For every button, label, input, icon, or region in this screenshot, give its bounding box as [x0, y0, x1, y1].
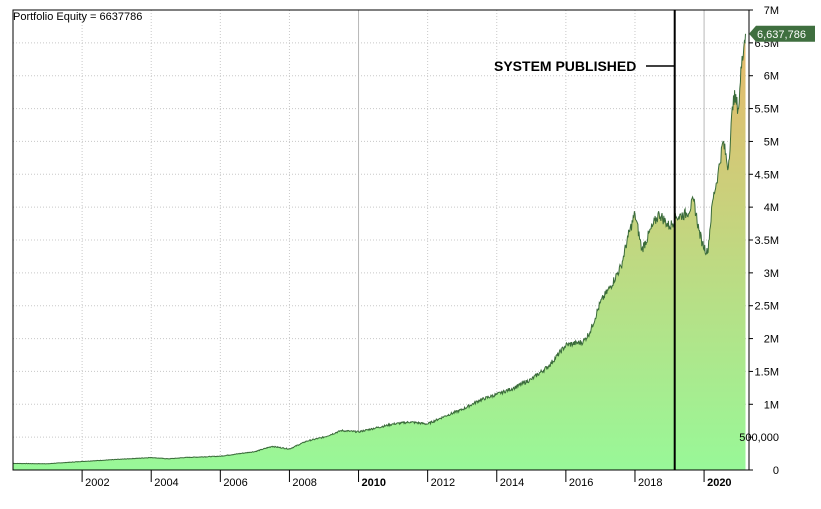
y-tick-label: 5M	[764, 136, 779, 148]
y-tick-label: 4.5M	[755, 169, 779, 181]
y-tick-label: 1M	[764, 399, 779, 411]
y-tick-label: 5.5M	[755, 104, 779, 116]
x-tick-label: 2012	[431, 477, 455, 489]
x-tick-label: 2014	[500, 477, 524, 489]
x-tick-label: 2008	[292, 477, 316, 489]
y-axis: 0 500,000 1M 1.5M 2M 2.5M 3M 3.5M 4M 4.5M 5M 5.5M 6M…	[739, 5, 779, 477]
x-tick-label: 2010	[362, 477, 386, 489]
y-tick-label: 1.5M	[755, 366, 779, 378]
x-tick-label: 2018	[638, 477, 662, 489]
y-tick-label: 4M	[764, 202, 779, 214]
equity-area	[13, 33, 746, 471]
y-tick-label: 3M	[764, 268, 779, 280]
y-tick-label: 7M	[764, 5, 779, 17]
x-tick-label: 2002	[85, 477, 109, 489]
y-tick-label: 2.5M	[755, 301, 779, 313]
equity-line-portfolio-equity	[13, 33, 746, 465]
equity-area-fill	[13, 33, 746, 471]
value-tag-text: 6,637,786	[757, 29, 806, 41]
x-axis: 2002 2004 2006 2008 2010 2012 2014 2016 2018 2020	[81, 470, 732, 489]
x-tick-label: 2006	[223, 477, 247, 489]
x-tick-label: 2004	[154, 477, 178, 489]
y-tick-label: 3.5M	[755, 235, 779, 247]
y-tick-label: 0	[773, 465, 779, 477]
y-tick-label: 6M	[764, 71, 779, 83]
y-tick-label: 2M	[764, 334, 779, 346]
publish-marker	[646, 10, 676, 470]
x-tick-label: 2016	[569, 477, 593, 489]
value-tag-background	[749, 25, 815, 42]
y-tick-label: 500,000	[739, 432, 779, 444]
annotation-label: SYSTEM PUBLISHED	[494, 58, 636, 74]
equity-label: Portfolio Equity = 6637786	[13, 11, 142, 23]
current-value-tag: 6,637,786	[749, 25, 815, 42]
x-tick-label: 2020	[707, 477, 731, 489]
